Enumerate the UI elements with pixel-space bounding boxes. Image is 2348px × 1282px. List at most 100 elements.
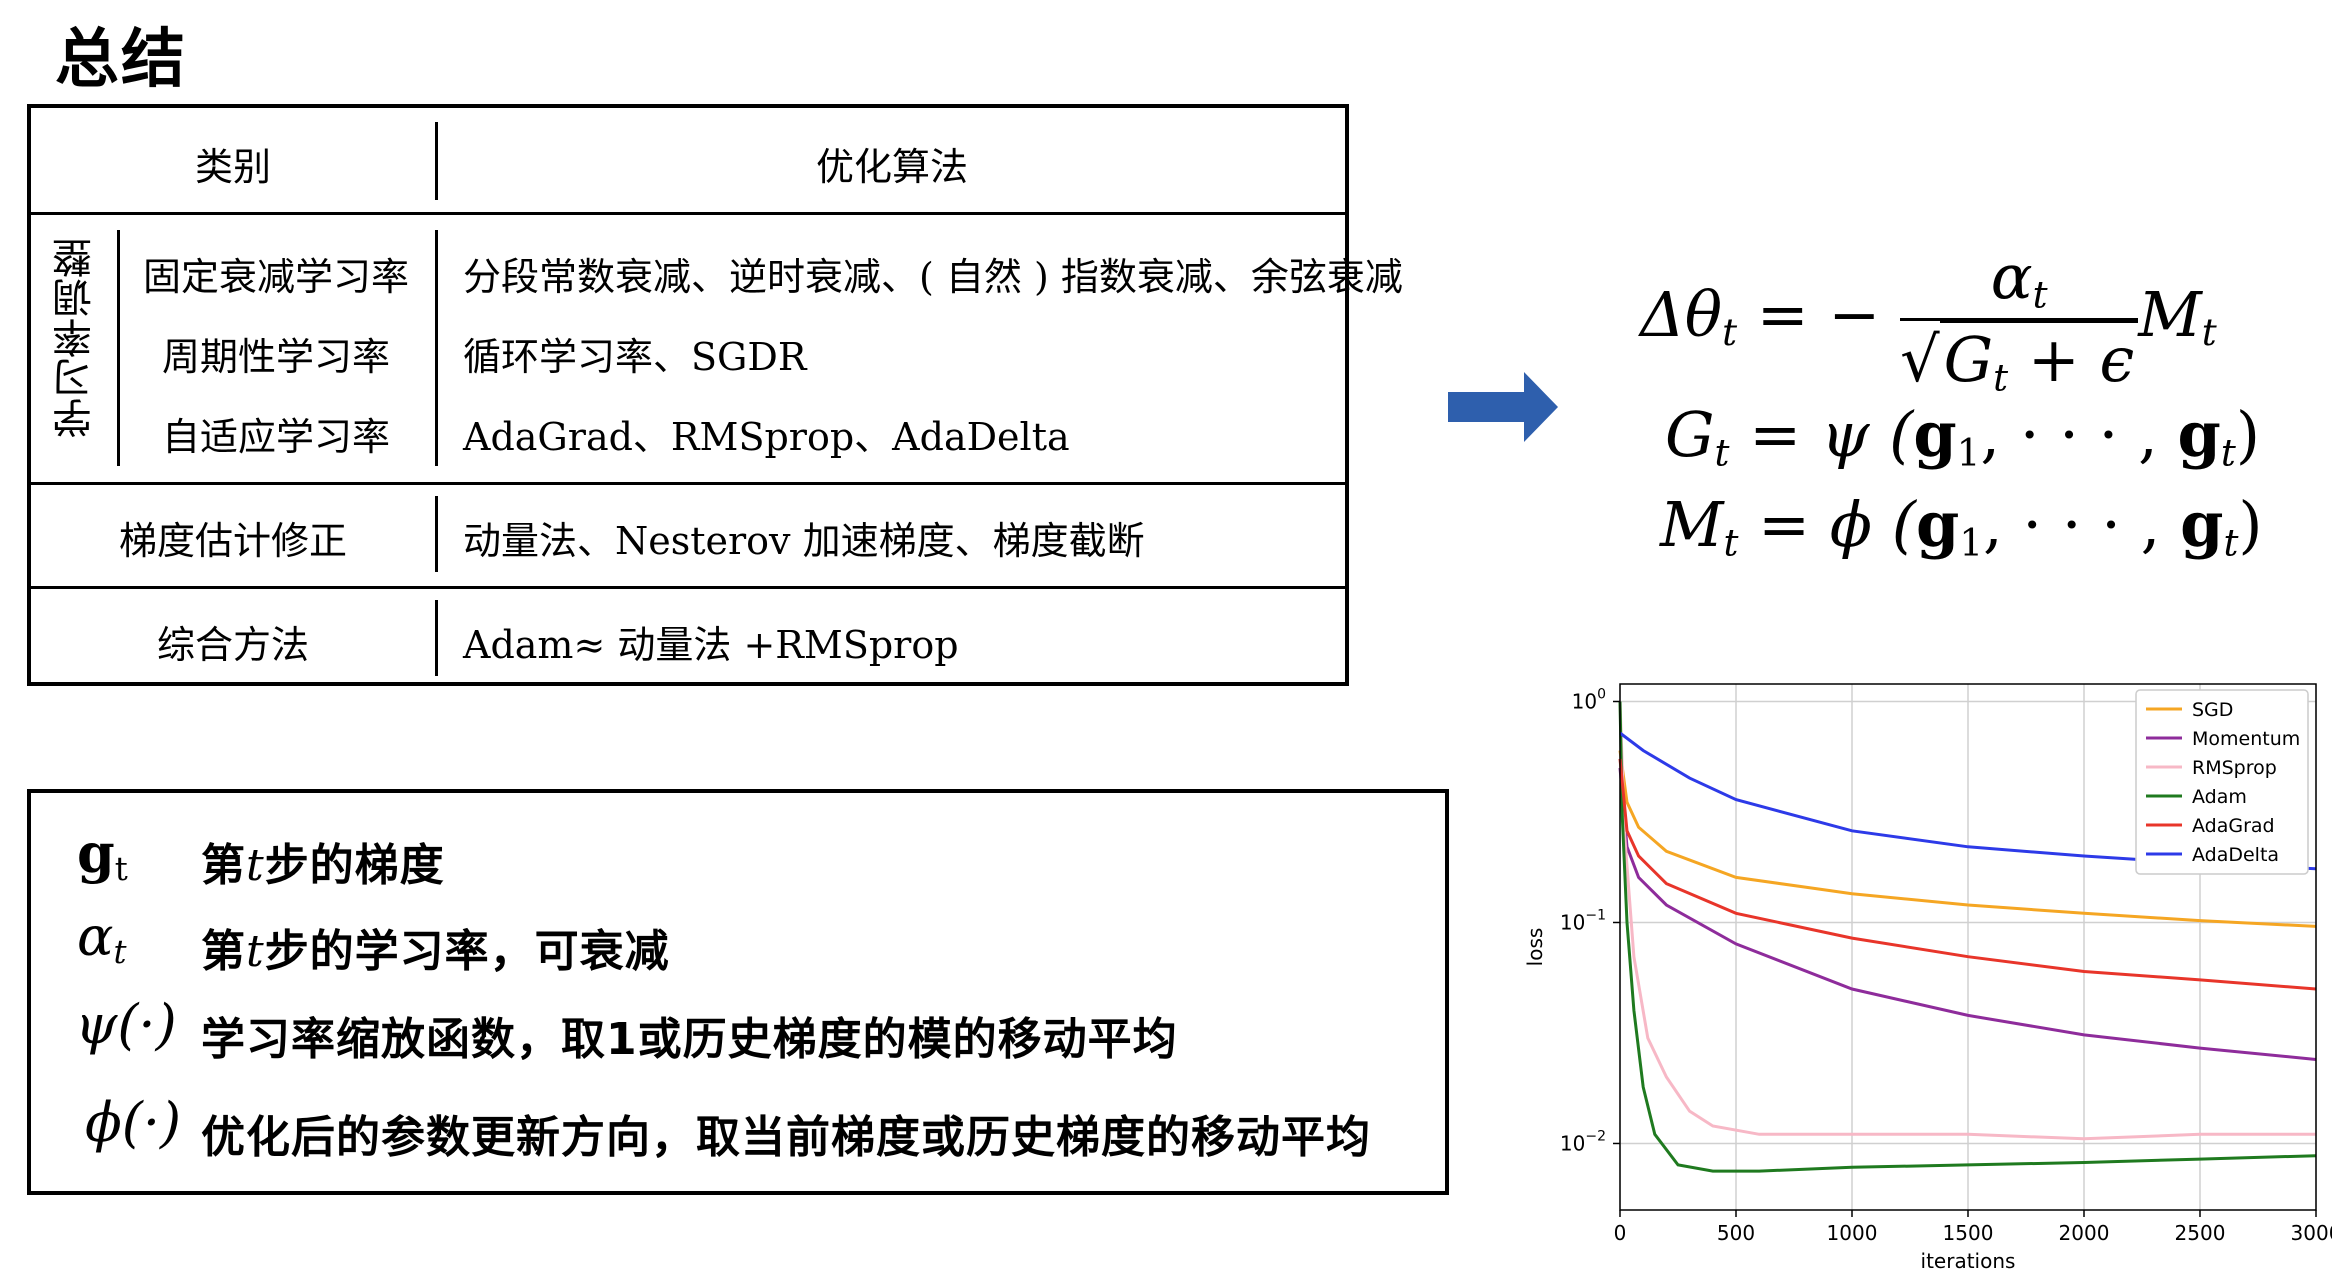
table-divider <box>435 496 438 572</box>
x-tick-label: 2000 <box>2059 1221 2110 1245</box>
formula-sub: t <box>1714 430 1730 475</box>
x-tick-label: 0 <box>1614 1221 1627 1245</box>
desc-part: 步的梯度 <box>264 840 445 891</box>
y-tick-label: 100 <box>1572 686 1606 713</box>
symbol-phi: ϕ(·) <box>85 1091 182 1154</box>
series-line-rmsprop <box>1618 701 2316 1141</box>
row-methods: 分段常数衰减、逆时衰减、( 自然 ) 指数衰减、余弦衰减 <box>463 255 1403 299</box>
group-label: 学习率调整 <box>53 238 99 438</box>
notation-desc: 学习率缩放函数，取1或历史梯度的模的移动平均 <box>201 1014 1178 1065</box>
formula-term: g <box>1913 398 1957 471</box>
legend-label: SGD <box>2192 699 2233 721</box>
formula-sub: t <box>2201 310 2217 355</box>
formula-op: = − <box>1737 277 1881 351</box>
formula-term: = ψ ( <box>1729 398 1914 471</box>
row-category: 综合方法 <box>156 623 309 667</box>
page-title: 总结 <box>55 23 187 97</box>
row-methods: 动量法、Nesterov 加速梯度、梯度截断 <box>463 519 1145 563</box>
symbol-sub: t <box>113 933 127 972</box>
legend-label: RMSprop <box>2192 757 2277 779</box>
symbol-text: g <box>77 821 115 885</box>
y-tick-label: 10−1 <box>1560 907 1606 934</box>
formula-sub: t <box>1993 355 2009 400</box>
table-divider <box>435 230 438 466</box>
legend-label: AdaDelta <box>2192 844 2279 866</box>
notation-desc: 优化后的参数更新方向，取当前梯度或历史梯度的移动平均 <box>201 1112 1371 1163</box>
formula-delta-theta: Δθt = − αt √Gt + ϵ Mt <box>1640 240 2217 400</box>
x-tick-label: 1500 <box>1943 1221 1994 1245</box>
table-divider <box>435 600 438 676</box>
formula-sub: t <box>2220 430 2236 475</box>
formula-sub: t <box>1722 310 1738 355</box>
desc-part: 步的学习率，可衰减 <box>264 926 670 977</box>
formula-op: ) <box>2238 488 2263 561</box>
header-category: 类别 <box>194 145 271 189</box>
formula-term: g <box>1915 488 1960 561</box>
formula-sub: 1 <box>1956 430 1981 475</box>
row-category: 自适应学习率 <box>161 415 390 459</box>
y-tick-label: 10−2 <box>1560 1128 1606 1155</box>
table-divider <box>31 482 1345 485</box>
loss-chart: 0 500 1000 1500 2000 2500 3000 100 10−1 10−2 itera… <box>1523 683 2332 1270</box>
symbol-psi: ψ(·) <box>75 993 177 1056</box>
formula-term: M <box>2138 277 2202 351</box>
legend-box <box>2135 689 2309 875</box>
row-category: 梯度估计修正 <box>118 519 347 563</box>
row-category: 固定衰减学习率 <box>142 255 409 299</box>
notation-box: gt 第t步的梯度 αt 第t步的学习率，可衰减 ψ(·) 学习率缩放函数，取1… <box>27 789 1449 1195</box>
formula-term: α <box>1990 240 2033 313</box>
formula-sub: t <box>2032 272 2048 317</box>
symbol-text: α <box>77 905 114 968</box>
series-line-adam <box>1618 701 2317 1173</box>
right-arrow-icon <box>1448 372 1558 442</box>
formula-op: ) <box>2235 398 2261 471</box>
formula-sub: t <box>2223 520 2239 565</box>
formula-term: G <box>1943 323 1994 397</box>
legend-label: Momentum <box>2192 728 2300 750</box>
legend-label: Adam <box>2192 786 2247 808</box>
series-line-adagrad <box>1618 758 2317 991</box>
series-line-momentum <box>1618 767 2317 1061</box>
formula-term: g <box>2177 398 2221 471</box>
summary-table: 类别 优化算法 学习率调整 固定衰减学习率 分段常数衰减、逆时衰减、( 自然 )… <box>27 104 1403 686</box>
header-algorithm: 优化算法 <box>815 145 968 189</box>
series-line-sgd <box>1618 750 2317 928</box>
formula-sub: 1 <box>1959 520 1983 565</box>
x-tick-label: 2500 <box>2175 1221 2226 1245</box>
notation-desc: 第t步的梯度 <box>201 829 445 893</box>
desc-part: 第 <box>201 926 246 977</box>
desc-var: t <box>246 840 265 891</box>
formula-op: , · · · , <box>1980 398 2158 471</box>
row-methods: AdaGrad、RMSprop、AdaDelta <box>463 415 1070 459</box>
table-divider <box>117 230 120 466</box>
formula-term: M <box>1660 488 1724 561</box>
formula-term: G <box>1665 398 1715 471</box>
row-methods: Adam≈ 动量法 +RMSprop <box>463 623 959 667</box>
table-divider <box>31 212 1345 215</box>
formula-term: g <box>2180 488 2224 561</box>
legend-label: AdaGrad <box>2192 815 2275 837</box>
x-tick-label: 1000 <box>1827 1221 1878 1245</box>
formula-M: Mt = ϕ (g1, · · · , gt) <box>1660 488 2263 564</box>
row-methods: 循环学习率、SGDR <box>463 335 807 379</box>
desc-part: 第 <box>201 840 246 891</box>
formula-sub: t <box>1723 520 1739 565</box>
formula-term: = ϕ ( <box>1738 488 1916 561</box>
formula-op: , · · · , <box>1983 488 2161 561</box>
x-tick-label: 3000 <box>2291 1221 2332 1245</box>
symbol-alpha: αt <box>77 905 127 971</box>
formula-fraction: αt √Gt + ϵ <box>1900 240 2139 400</box>
table-divider <box>435 122 438 200</box>
table-divider <box>31 586 1345 589</box>
formula-term: Δθ <box>1640 277 1723 351</box>
notation-desc: 第t步的学习率，可衰减 <box>201 915 670 979</box>
symbol-sub: t <box>114 850 128 889</box>
formula-term: + ϵ <box>2008 323 2135 397</box>
x-tick-label: 500 <box>1717 1221 1755 1245</box>
formula-G: Gt = ψ (g1, · · · , gt) <box>1665 398 2260 474</box>
y-axis-label: loss <box>1523 928 1547 967</box>
x-axis-label: iterations <box>1921 1249 2016 1270</box>
row-category: 周期性学习率 <box>161 335 390 379</box>
symbol-g: gt <box>77 821 128 888</box>
desc-var: t <box>246 926 265 977</box>
